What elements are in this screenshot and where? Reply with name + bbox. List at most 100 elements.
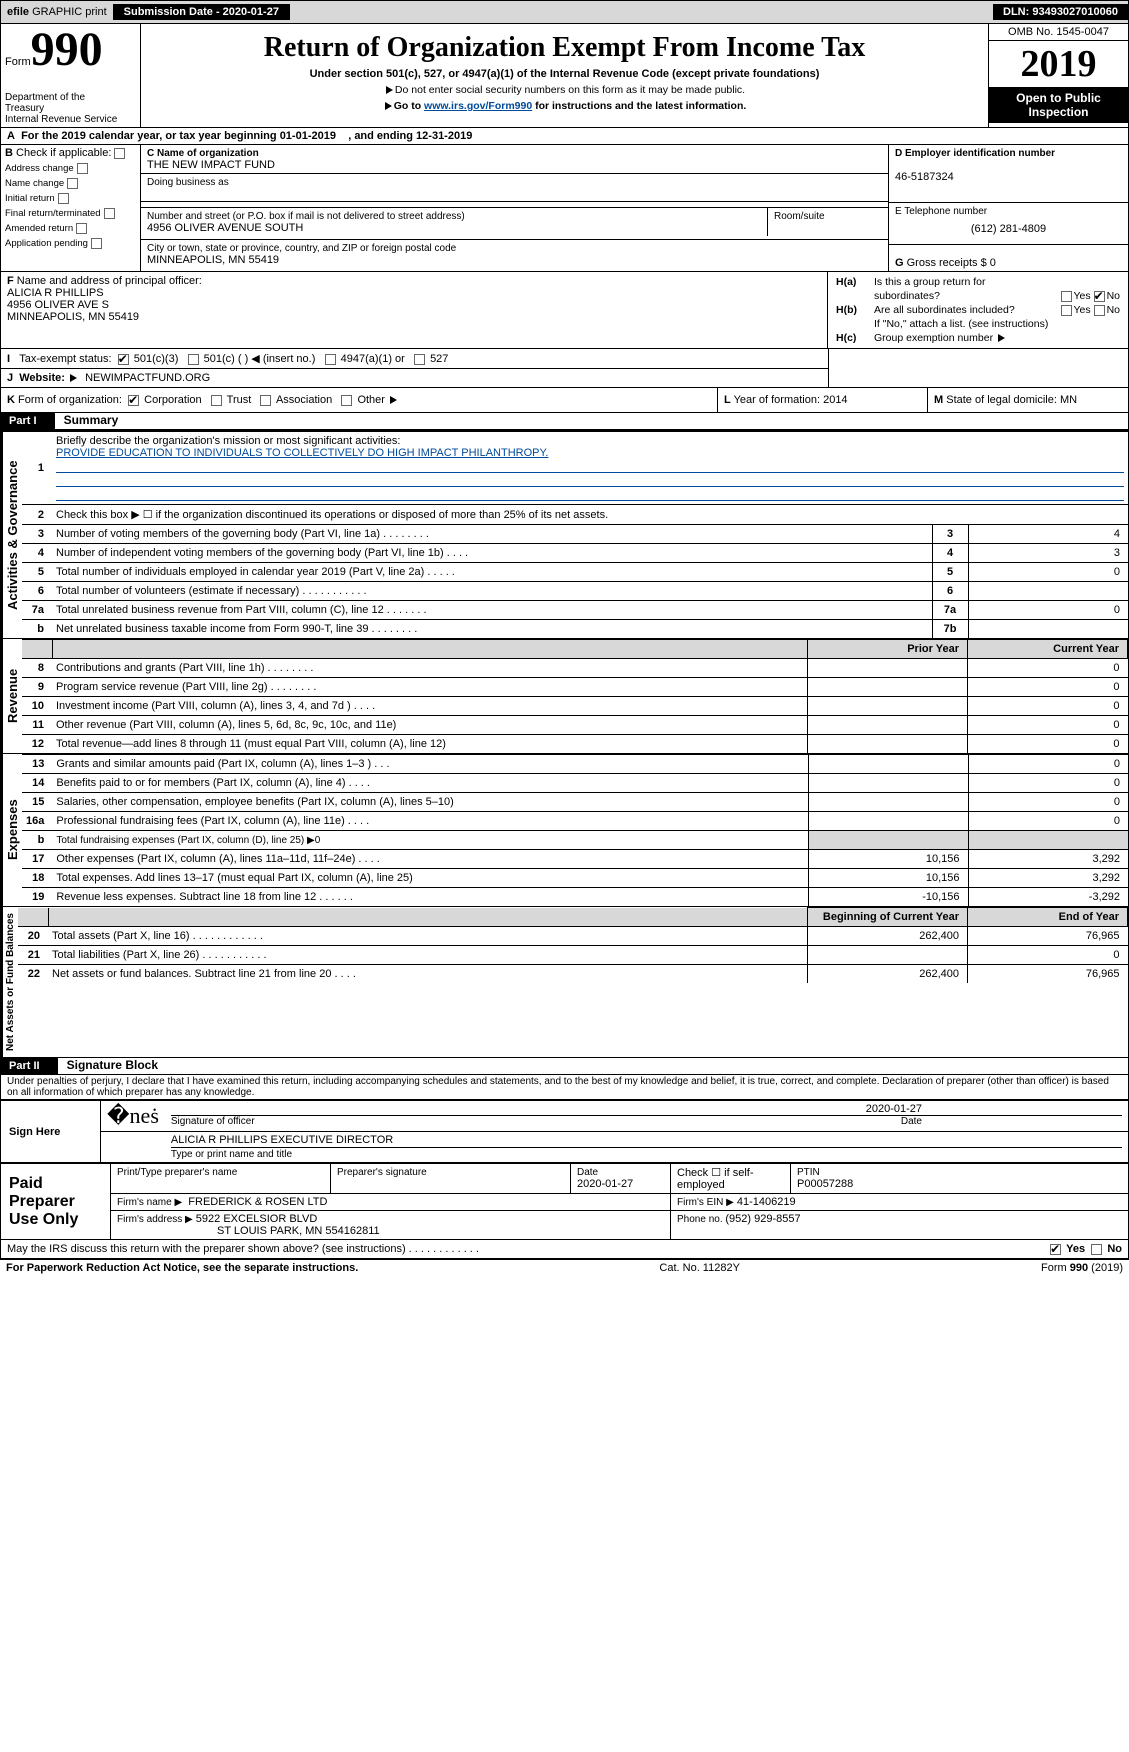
triangle-icon [386,86,393,94]
summary-row: 21Total liabilities (Part X, line 26) . … [18,946,1128,965]
checkbox[interactable] [67,178,78,189]
section-revenue: Revenue Prior YearCurrent Year 8Contribu… [0,639,1129,754]
box-b-label: B [5,147,13,159]
box-b-item: Application pending [5,237,136,249]
checkbox[interactable] [114,148,125,159]
part2-title: Signature Block [61,1058,158,1072]
form-note1: Do not enter social security numbers on … [145,84,984,96]
checkbox[interactable] [414,354,425,365]
dept-line1: Department of the [5,92,136,103]
tax-year: 2019 [989,41,1128,87]
header-block: B Check if applicable: Address change Na… [0,145,1129,272]
discuss-row: May the IRS discuss this return with the… [0,1240,1129,1259]
checkbox[interactable] [260,395,271,406]
box-h: H(a)Is this a group return for subordina… [828,272,1128,348]
box-b-item: Name change [5,177,136,189]
summary-row: 15Salaries, other compensation, employee… [22,793,1128,812]
form-title: Return of Organization Exempt From Incom… [145,32,984,64]
box-e: E Telephone number (612) 281-4809 [889,203,1128,245]
summary-row: bNet unrelated business taxable income f… [22,620,1128,639]
submission-date: Submission Date - 2020-01-27 [114,4,290,20]
part1-title: Summary [58,413,119,427]
summary-row: 4Number of independent voting members of… [22,544,1128,563]
open-to-public: Open to PublicInspection [989,87,1128,123]
triangle-icon [390,396,397,404]
irs-link[interactable]: www.irs.gov/Form990 [424,100,532,112]
summary-row: bTotal fundraising expenses (Part IX, co… [22,831,1128,850]
section-activities-governance: Activities & Governance 1 Briefly descri… [0,430,1129,639]
checkbox-checked[interactable] [1094,291,1105,302]
signature-block: Sign Here �neṡ 2020-01-27 Signature of o… [0,1100,1129,1163]
sec-i-tax-status: I Tax-exempt status: 501(c)(3) 501(c) ( … [0,349,829,369]
summary-row: 13Grants and similar amounts paid (Part … [22,755,1128,774]
summary-row: 11Other revenue (Part VIII, column (A), … [22,716,1128,735]
checkbox-checked[interactable] [128,395,139,406]
part1-header: Part I [1,413,55,429]
checkbox[interactable] [76,223,87,234]
row-a-taxyear: A For the 2019 calendar year, or tax yea… [0,128,1129,145]
summary-row: 6Total number of volunteers (estimate if… [22,582,1128,601]
summary-row: 22Net assets or fund balances. Subtract … [18,965,1128,984]
efile-label: efile GRAPHIC print [1,4,114,20]
omb-number: OMB No. 1545-0047 [989,24,1128,41]
row-klm: K Form of organization: Corporation Trus… [0,388,1129,413]
summary-row: 7aTotal unrelated business revenue from … [22,601,1128,620]
form-prefix: Form [5,56,31,68]
summary-row: 17Other expenses (Part IX, column (A), l… [22,850,1128,869]
box-g: G Gross receipts $ 0 [889,245,1128,271]
topbar: efile GRAPHIC print Submission Date - 20… [0,0,1129,24]
sign-here-label: Sign Here [1,1101,101,1163]
checkbox[interactable] [188,354,199,365]
vlabel-expenses: Expenses [1,754,22,906]
checkbox[interactable] [211,395,222,406]
box-c-name: C Name of organization THE NEW IMPACT FU… [141,145,888,174]
checkbox-checked[interactable] [118,354,129,365]
summary-row: 8Contributions and grants (Part VIII, li… [22,659,1128,678]
box-c-room: Room/suite [768,208,888,236]
summary-row: 19Revenue less expenses. Subtract line 1… [22,888,1128,907]
checkbox[interactable] [77,163,88,174]
checkbox-checked[interactable] [1050,1244,1061,1255]
box-f: F Name and address of principal officer:… [1,272,828,348]
vlabel-netassets: Net Assets or Fund Balances [1,907,18,1057]
form-header: Form990 Department of the Treasury Inter… [0,24,1129,128]
footer-left: For Paperwork Reduction Act Notice, see … [6,1262,358,1274]
checkbox[interactable] [1061,291,1072,302]
box-c-city: City or town, state or province, country… [141,240,888,268]
summary-row: 3Number of voting members of the governi… [22,525,1128,544]
dept-line3: Internal Revenue Service [5,114,136,125]
checkbox[interactable] [325,354,336,365]
summary-row: 20Total assets (Part X, line 16) . . . .… [18,927,1128,946]
footer-catno: Cat. No. 11282Y [659,1262,740,1274]
summary-row: 10Investment income (Part VIII, column (… [22,697,1128,716]
triangle-icon [70,374,77,382]
box-b-item: Final return/terminated [5,207,136,219]
checkbox[interactable] [1091,1244,1102,1255]
paid-preparer-block: Paid Preparer Use Only Print/Type prepar… [0,1163,1129,1240]
summary-row: 9Program service revenue (Part VIII, lin… [22,678,1128,697]
section-net-assets: Net Assets or Fund Balances Beginning of… [0,907,1129,1058]
summary-row: 16aProfessional fundraising fees (Part I… [22,812,1128,831]
triangle-icon [385,102,392,110]
vlabel-ag: Activities & Governance [1,432,22,638]
mission-text[interactable]: PROVIDE EDUCATION TO INDIVIDUALS TO COLL… [56,447,548,459]
form-note2: Go to www.irs.gov/Form990 for instructio… [145,100,984,112]
summary-row: 18Total expenses. Add lines 13–17 (must … [22,869,1128,888]
box-c-dba: Doing business as [141,174,888,202]
checkbox[interactable] [91,238,102,249]
checkbox[interactable] [58,193,69,204]
checkbox[interactable] [1061,305,1072,316]
penalty-text: Under penalties of perjury, I declare th… [0,1075,1129,1100]
part2-header: Part II [1,1058,58,1074]
checkbox[interactable] [341,395,352,406]
box-b-item: Address change [5,162,136,174]
summary-row: 5Total number of individuals employed in… [22,563,1128,582]
sec-j-website: J Website: NEWIMPACTFUND.ORG [0,369,829,388]
checkbox[interactable] [104,208,115,219]
checkbox[interactable] [1094,305,1105,316]
box-d: D Employer identification number 46-5187… [889,145,1128,203]
dept-line2: Treasury [5,103,136,114]
form-subtitle: Under section 501(c), 527, or 4947(a)(1)… [145,68,984,80]
summary-row: 14Benefits paid to or for members (Part … [22,774,1128,793]
footer: For Paperwork Reduction Act Notice, see … [0,1259,1129,1276]
